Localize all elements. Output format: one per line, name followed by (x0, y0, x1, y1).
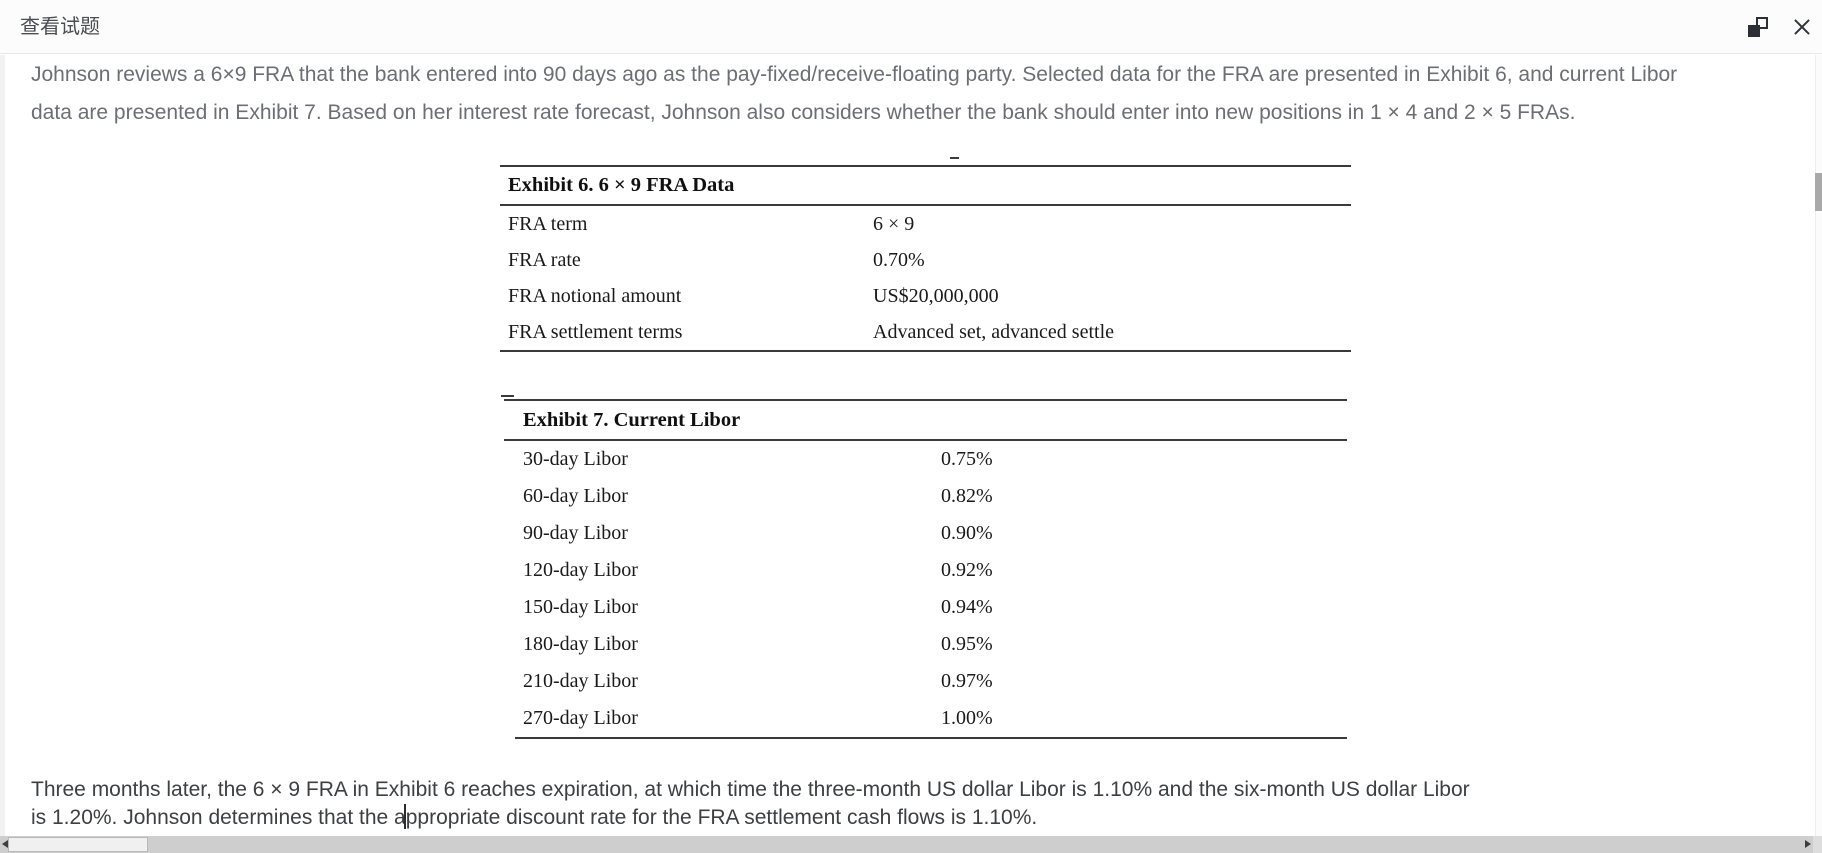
row-label: 180-day Libor (523, 633, 638, 655)
right-arrow-icon (1805, 840, 1811, 848)
row-value: Advanced set, advanced settle (873, 321, 1115, 343)
row-label: 90-day Libor (523, 522, 628, 544)
restore-window-button[interactable] (1747, 16, 1769, 38)
window-title: 查看试题 (20, 16, 100, 38)
exhibit6-table: Exhibit 6. 6 × 9 FRA Data FRA term 6 × 9… (500, 157, 1351, 352)
row-label: 210-day Libor (523, 670, 638, 692)
row-value: 1.00% (941, 707, 993, 729)
row-value: 0.94% (941, 596, 993, 618)
table-row: 60-day Libor 0.82% (504, 478, 1347, 515)
row-value: 0.97% (941, 670, 993, 692)
scrollbar-corner (1813, 836, 1822, 853)
row-value: 0.82% (941, 485, 993, 507)
exhibit6-rows: FRA term 6 × 9 FRA rate 0.70% FRA notion… (500, 204, 1351, 352)
row-value: 0.90% (941, 522, 993, 544)
closing-paragraph: Three months later, the 6 × 9 FRA in Exh… (31, 776, 1812, 832)
scan-artifact-dash (950, 157, 959, 159)
vertical-scrollbar-thumb[interactable] (1815, 173, 1822, 211)
scroll-right-button[interactable] (1797, 836, 1813, 853)
row-value: US$20,000,000 (873, 285, 999, 307)
vertical-scrollbar[interactable] (1815, 55, 1822, 836)
row-label: FRA settlement terms (508, 321, 683, 343)
titlebar: 查看试题 (0, 0, 1822, 54)
text-caret (404, 804, 406, 829)
content-left-edge (0, 55, 5, 836)
row-label: 270-day Libor (523, 707, 638, 729)
row-label: 60-day Libor (523, 485, 628, 507)
row-value: 0.75% (941, 448, 993, 470)
table-row: 270-day Libor 1.00% (504, 700, 1347, 737)
table-row: FRA rate 0.70% (500, 242, 1351, 278)
row-label: FRA rate (508, 249, 581, 271)
table-row: 120-day Libor 0.92% (504, 552, 1347, 589)
row-label: FRA term (508, 213, 588, 235)
intro-line-1: Johnson reviews a 6×9 FRA that the bank … (31, 63, 1678, 86)
table-row: 30-day Libor 0.75% (504, 441, 1347, 478)
horizontal-scrollbar[interactable] (0, 836, 1822, 853)
row-label: 150-day Libor (523, 596, 638, 618)
horizontal-scrollbar-thumb[interactable] (8, 837, 148, 852)
row-label: 30-day Libor (523, 448, 628, 470)
closing-line-1: Three months later, the 6 × 9 FRA in Exh… (31, 778, 1470, 801)
row-value: 0.70% (873, 249, 925, 271)
intro-line-2: data are presented in Exhibit 7. Based o… (31, 101, 1576, 124)
table-row: 90-day Libor 0.90% (504, 515, 1347, 552)
table-row: 210-day Libor 0.97% (504, 663, 1347, 700)
table-bottom-rule (515, 737, 1347, 739)
table-row: 150-day Libor 0.94% (504, 589, 1347, 626)
table-row: 180-day Libor 0.95% (504, 626, 1347, 663)
row-value: 0.95% (941, 633, 993, 655)
row-label: 120-day Libor (523, 559, 638, 581)
left-arrow-icon (2, 840, 8, 848)
exhibit6-title: Exhibit 6. 6 × 9 FRA Data (508, 174, 735, 196)
restore-icon (1748, 17, 1768, 37)
close-button[interactable] (1791, 16, 1813, 38)
row-label: FRA notional amount (508, 285, 682, 307)
exhibit7-rows: 30-day Libor 0.75% 60-day Libor 0.82% 90… (504, 439, 1347, 737)
closing-line-2: is 1.20%. Johnson determines that the ap… (31, 806, 1038, 829)
table-row: FRA term 6 × 9 (500, 206, 1351, 242)
row-value: 6 × 9 (873, 213, 915, 235)
scroll-left-button[interactable] (0, 836, 16, 853)
intro-paragraph: Johnson reviews a 6×9 FRA that the bank … (31, 56, 1812, 132)
table-row: FRA settlement terms Advanced set, advan… (500, 314, 1351, 350)
row-value: 0.92% (941, 559, 993, 581)
close-icon (1791, 16, 1813, 38)
table-row: FRA notional amount US$20,000,000 (500, 278, 1351, 314)
exhibit7-table: Exhibit 7. Current Libor 30-day Libor 0.… (501, 395, 1347, 739)
scan-artifact-dash (501, 395, 514, 397)
exhibit7-title: Exhibit 7. Current Libor (523, 409, 741, 431)
window-controls (1747, 0, 1813, 54)
